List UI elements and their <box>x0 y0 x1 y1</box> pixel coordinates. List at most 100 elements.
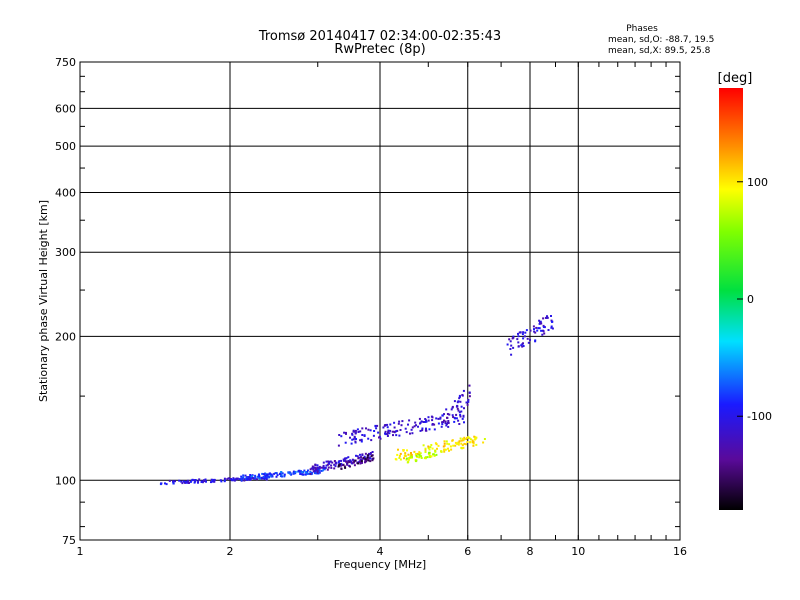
data-point <box>454 444 457 447</box>
y-tick-label: 100 <box>55 474 76 487</box>
colorbar-label: [deg] <box>718 71 753 86</box>
data-point <box>541 333 544 336</box>
data-point <box>317 467 320 470</box>
data-point <box>387 431 389 434</box>
data-point <box>280 471 283 473</box>
data-point <box>312 468 315 471</box>
data-point <box>525 329 528 332</box>
data-point <box>445 424 448 427</box>
data-point <box>219 479 222 482</box>
data-point <box>422 444 425 447</box>
data-point <box>194 479 197 481</box>
x-tick-label: 16 <box>673 545 687 558</box>
data-point <box>365 460 368 463</box>
data-point <box>458 394 461 397</box>
data-point <box>429 446 432 449</box>
colorbar-tick-label: 100 <box>747 176 768 189</box>
y-axis-ticks: 75 100 200 300 400 500 600 750 <box>55 56 680 547</box>
data-point <box>461 394 464 396</box>
data-point <box>399 458 402 461</box>
data-point <box>440 450 443 453</box>
data-point <box>463 421 465 424</box>
data-point <box>416 456 419 458</box>
data-point <box>447 447 449 450</box>
data-point <box>311 472 314 475</box>
data-point <box>302 473 305 476</box>
data-point <box>172 480 175 483</box>
data-point <box>367 437 370 440</box>
x-tick-label: 4 <box>377 545 384 558</box>
data-point <box>203 480 206 482</box>
data-point <box>463 436 466 439</box>
data-point <box>352 461 355 464</box>
data-point <box>457 443 460 446</box>
data-point <box>464 443 467 446</box>
y-tick-label: 750 <box>55 56 76 69</box>
data-point <box>359 453 361 456</box>
data-point <box>459 400 462 403</box>
data-point <box>364 461 366 464</box>
y-tick-label: 300 <box>55 246 76 259</box>
data-point <box>258 475 261 478</box>
data-point <box>306 472 309 475</box>
data-point <box>330 466 333 469</box>
data-point <box>471 439 474 442</box>
data-point <box>349 436 351 439</box>
data-point <box>393 421 396 424</box>
data-point <box>441 421 444 424</box>
data-point <box>304 471 307 474</box>
data-point <box>457 400 460 403</box>
data-point <box>269 474 272 477</box>
data-point <box>346 463 349 466</box>
data-point <box>461 417 464 420</box>
data-point <box>360 440 363 443</box>
data-point <box>462 389 465 392</box>
data-point <box>471 441 474 444</box>
data-point <box>309 468 312 471</box>
data-point <box>334 465 337 468</box>
data-point <box>164 482 166 485</box>
data-point <box>451 405 454 408</box>
data-point <box>386 433 389 435</box>
data-point <box>353 430 355 433</box>
data-point <box>348 460 351 463</box>
data-point <box>545 317 548 319</box>
data-point <box>189 480 192 483</box>
data-point <box>384 424 387 426</box>
data-point <box>425 419 427 422</box>
data-point <box>443 440 446 443</box>
data-point <box>443 450 446 453</box>
data-point <box>427 445 430 448</box>
data-point <box>458 440 461 443</box>
data-point <box>418 417 421 420</box>
data-point <box>281 472 284 475</box>
data-point <box>299 473 302 475</box>
data-point <box>353 464 356 467</box>
data-point <box>320 469 323 472</box>
data-point <box>444 448 447 451</box>
data-point <box>415 460 417 463</box>
data-point <box>517 335 520 338</box>
data-point <box>391 430 394 433</box>
data-point <box>359 439 362 442</box>
data-point <box>409 432 411 435</box>
data-point <box>367 457 370 460</box>
data-point <box>407 458 410 461</box>
data-point <box>415 454 418 457</box>
data-point <box>466 441 469 443</box>
data-point <box>522 342 524 345</box>
data-point <box>457 409 460 412</box>
data-point <box>427 419 430 422</box>
data-point <box>410 452 412 454</box>
data-point <box>314 468 317 471</box>
data-point <box>278 473 281 475</box>
data-point <box>294 470 297 473</box>
data-point <box>369 453 372 456</box>
data-point <box>433 428 436 431</box>
data-point <box>512 346 515 349</box>
data-point <box>529 329 532 332</box>
data-point <box>349 459 352 462</box>
data-point <box>407 453 410 456</box>
data-point <box>300 473 303 476</box>
